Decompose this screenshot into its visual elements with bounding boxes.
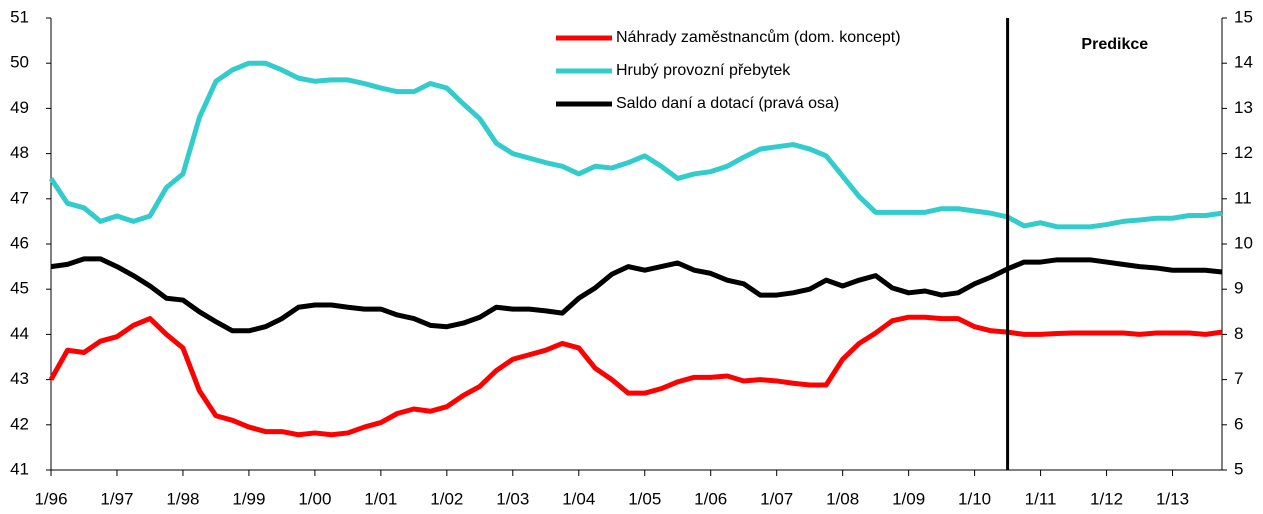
y-tick-label: 46 <box>10 233 29 252</box>
x-tick-label: 1/08 <box>826 489 859 508</box>
y-tick-label: 49 <box>10 98 29 117</box>
x-tick-label: 1/99 <box>232 489 265 508</box>
x-tick-label: 1/13 <box>1156 489 1189 508</box>
legend-label: Saldo daní a dotací (pravá osa) <box>616 95 839 112</box>
y-tick-label: 43 <box>10 369 29 388</box>
x-tick-label: 1/12 <box>1090 489 1123 508</box>
x-tick-label: 1/05 <box>628 489 661 508</box>
y2-tick-label: 12 <box>1234 143 1253 162</box>
x-tick-label: 1/97 <box>100 489 133 508</box>
x-tick-label: 1/03 <box>496 489 529 508</box>
x-tick-label: 1/09 <box>892 489 925 508</box>
y2-tick-label: 6 <box>1234 414 1243 433</box>
annotation: Predikce <box>1081 36 1148 53</box>
y2-tick-label: 7 <box>1234 369 1243 388</box>
legend-label: Náhrady zaměstnancům (dom. koncept) <box>616 28 901 46</box>
x-tick-label: 1/10 <box>958 489 991 508</box>
y2-tick-label: 5 <box>1234 459 1243 478</box>
y-tick-label: 48 <box>10 143 29 162</box>
x-tick-label: 1/06 <box>694 489 727 508</box>
series-line <box>48 314 1223 438</box>
y2-tick-label: 13 <box>1234 98 1253 117</box>
y-tick-label: 42 <box>10 414 29 433</box>
x-tick-label: 1/00 <box>298 489 331 508</box>
x-tick-label: 1/01 <box>364 489 397 508</box>
y2-tick-label: 10 <box>1234 233 1253 252</box>
y-tick-label: 41 <box>10 459 29 478</box>
y-tick-label: 47 <box>10 188 29 207</box>
x-tick-label: 1/04 <box>562 489 595 508</box>
series-line <box>48 60 1223 230</box>
x-tick-label: 1/02 <box>430 489 463 508</box>
y2-tick-label: 14 <box>1234 53 1253 72</box>
x-tick-label: 1/96 <box>34 489 67 508</box>
x-tick-label: 1/98 <box>166 489 199 508</box>
y2-tick-label: 8 <box>1234 324 1243 343</box>
legend-label: Hrubý provozní přebytek <box>616 62 791 79</box>
y2-tick-label: 11 <box>1234 188 1252 207</box>
x-tick-label: 1/11 <box>1025 489 1057 508</box>
y-tick-label: 50 <box>10 53 29 72</box>
y-tick-label: 45 <box>10 279 29 298</box>
y2-tick-label: 15 <box>1234 7 1253 26</box>
series-line <box>50 256 1223 334</box>
y2-tick-label: 9 <box>1234 279 1243 298</box>
legend-box <box>548 24 998 122</box>
y-tick-label: 44 <box>10 324 29 343</box>
x-tick-label: 1/07 <box>760 489 793 508</box>
y-tick-label: 51 <box>10 7 29 26</box>
